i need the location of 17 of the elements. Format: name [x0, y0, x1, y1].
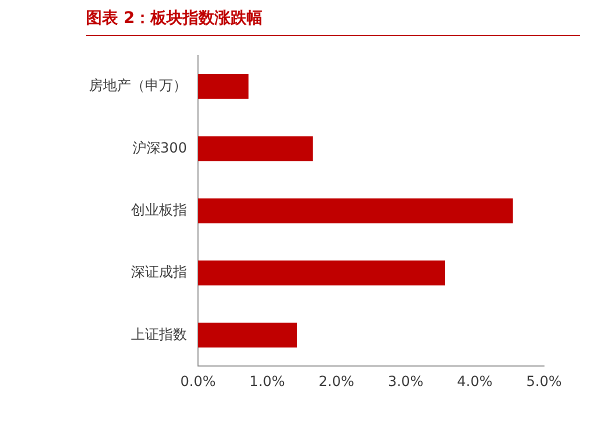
bar: [198, 198, 513, 224]
bar: [198, 322, 297, 348]
y-tick-label: 深证成指: [131, 264, 187, 281]
bar: [198, 260, 446, 286]
y-tick-label: 房地产（申万）: [89, 78, 187, 94]
x-tick-label: 1.0%: [249, 374, 285, 390]
chart-title: 图表 2：板块指数涨跌幅: [86, 8, 580, 36]
x-tick-label: 5.0%: [526, 374, 562, 390]
x-tick-label: 0.0%: [180, 374, 216, 390]
x-tick-label: 3.0%: [388, 374, 424, 390]
x-tick-label: 4.0%: [457, 374, 493, 390]
x-tick-label: 2.0%: [318, 374, 354, 390]
y-tick-label: 沪深300: [132, 140, 187, 156]
y-tick-label: 上证指数: [131, 326, 187, 343]
bar: [198, 136, 313, 162]
y-tick-label: 创业板指: [131, 202, 187, 218]
bar: [198, 74, 249, 99]
